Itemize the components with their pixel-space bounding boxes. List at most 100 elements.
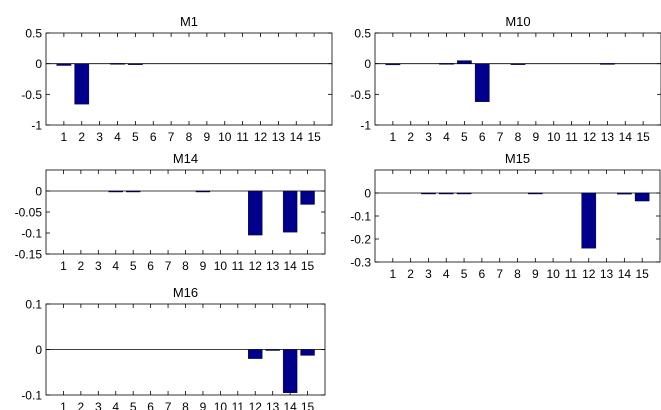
x-tick-label: 11 bbox=[232, 400, 245, 410]
x-tick-label: 2 bbox=[407, 267, 414, 281]
bar-12 bbox=[248, 190, 263, 236]
x-tick-label: 4 bbox=[112, 259, 119, 273]
x-tick-label: 5 bbox=[130, 400, 137, 410]
x-tick-label: 7 bbox=[165, 400, 172, 410]
x-tick-label: 13 bbox=[601, 130, 615, 144]
y-tick-label: -1 bbox=[360, 119, 371, 133]
x-tick-label: 2 bbox=[407, 130, 414, 144]
y-tick-label: 0 bbox=[35, 57, 42, 71]
bar-4 bbox=[108, 190, 123, 193]
bar-15 bbox=[634, 192, 650, 202]
x-tick-label: 9 bbox=[533, 130, 540, 144]
bar-1 bbox=[385, 63, 401, 66]
bar-14 bbox=[617, 192, 632, 195]
y-tick-label: -0.5 bbox=[21, 88, 42, 102]
bar-12 bbox=[248, 349, 263, 359]
x-tick-label: 9 bbox=[204, 130, 211, 144]
bar-14 bbox=[282, 349, 298, 393]
bar-3 bbox=[421, 192, 436, 195]
bar-5 bbox=[456, 192, 472, 195]
x-tick-label: 11 bbox=[565, 130, 578, 144]
y-tick-label: 0.5 bbox=[354, 27, 371, 41]
x-tick-label: 15 bbox=[636, 267, 650, 281]
bar-5 bbox=[128, 63, 143, 65]
bar-2 bbox=[74, 63, 90, 105]
x-tick-label: 10 bbox=[214, 259, 228, 273]
bar-1 bbox=[56, 63, 72, 66]
x-tick-label: 9 bbox=[200, 400, 207, 410]
x-tick-label: 7 bbox=[168, 130, 175, 144]
axes-box bbox=[374, 169, 661, 263]
bar-13 bbox=[600, 63, 615, 65]
x-tick-label: 14 bbox=[619, 130, 633, 144]
bar-4 bbox=[439, 63, 454, 65]
x-tick-label: 1 bbox=[60, 259, 67, 273]
x-tick-label: 2 bbox=[78, 400, 85, 410]
x-tick-label: 15 bbox=[636, 130, 650, 144]
x-tick-label: 10 bbox=[547, 130, 561, 144]
x-tick-label: 2 bbox=[78, 259, 85, 273]
bar-6 bbox=[474, 63, 490, 102]
y-tick-label: -0.05 bbox=[15, 206, 43, 220]
y-tick-label: -0.1 bbox=[21, 389, 42, 403]
x-tick-label: 11 bbox=[232, 259, 245, 273]
x-tick-label: 12 bbox=[583, 130, 597, 144]
x-tick-label: 15 bbox=[307, 130, 321, 144]
x-tick-label: 6 bbox=[147, 400, 154, 410]
x-tick-label: 9 bbox=[200, 259, 207, 273]
x-tick-label: 3 bbox=[95, 400, 102, 410]
bar-12 bbox=[581, 192, 597, 249]
x-tick-label: 3 bbox=[425, 267, 432, 281]
x-tick-label: 10 bbox=[214, 400, 228, 410]
x-tick-label: 8 bbox=[182, 400, 189, 410]
bar-9 bbox=[527, 192, 543, 195]
x-tick-label: 1 bbox=[389, 267, 396, 281]
axes-box bbox=[374, 32, 661, 126]
x-tick-label: 3 bbox=[95, 259, 102, 273]
axes-box bbox=[45, 32, 333, 126]
y-tick-label: 0 bbox=[364, 57, 371, 71]
chart-title: M14 bbox=[173, 151, 198, 166]
x-tick-label: 11 bbox=[236, 130, 249, 144]
bar-4 bbox=[110, 63, 125, 65]
chart-title: M15 bbox=[505, 151, 530, 166]
chart-title: M10 bbox=[505, 14, 530, 29]
x-tick-label: 1 bbox=[61, 130, 68, 144]
x-tick-label: 5 bbox=[461, 130, 468, 144]
x-tick-label: 14 bbox=[618, 267, 632, 281]
x-tick-label: 1 bbox=[60, 400, 67, 410]
x-tick-label: 13 bbox=[266, 400, 280, 410]
y-tick-label: -1 bbox=[31, 119, 42, 133]
chart-panel-m10: M10-1-0.500.51 2 3 4 5 6 7 8 9 10 11 12 13 14 15 bbox=[350, 14, 661, 144]
y-tick-label: -0.1 bbox=[350, 210, 371, 224]
bar-5 bbox=[457, 60, 472, 64]
x-tick-label: 6 bbox=[479, 267, 486, 281]
x-tick-label: 13 bbox=[272, 130, 286, 144]
x-tick-label: 2 bbox=[78, 130, 85, 144]
x-tick-label: 5 bbox=[132, 130, 139, 144]
y-tick-label: 0.5 bbox=[25, 27, 42, 41]
x-tick-label: 10 bbox=[546, 267, 560, 281]
bar-4 bbox=[438, 192, 454, 195]
x-tick-label: 6 bbox=[147, 259, 154, 273]
x-tick-label: 12 bbox=[249, 400, 263, 410]
x-tick-label: 4 bbox=[112, 400, 119, 410]
x-tick-label: 11 bbox=[565, 267, 578, 281]
x-tick-label: 6 bbox=[479, 130, 486, 144]
axes-box bbox=[45, 169, 326, 255]
x-tick-label: 4 bbox=[114, 130, 121, 144]
y-tick-label: 0.1 bbox=[25, 298, 42, 312]
x-tick-label: 14 bbox=[290, 130, 304, 144]
x-tick-label: 3 bbox=[96, 130, 103, 144]
x-tick-label: 7 bbox=[496, 267, 503, 281]
y-tick-label: -0.5 bbox=[350, 88, 371, 102]
x-tick-label: 9 bbox=[532, 267, 539, 281]
x-tick-label: 12 bbox=[249, 259, 263, 273]
x-tick-label: 12 bbox=[254, 130, 268, 144]
y-tick-label: -0.1 bbox=[21, 227, 42, 241]
x-tick-label: 8 bbox=[514, 267, 521, 281]
y-tick-label: 0 bbox=[35, 343, 42, 357]
x-tick-label: 7 bbox=[165, 259, 172, 273]
